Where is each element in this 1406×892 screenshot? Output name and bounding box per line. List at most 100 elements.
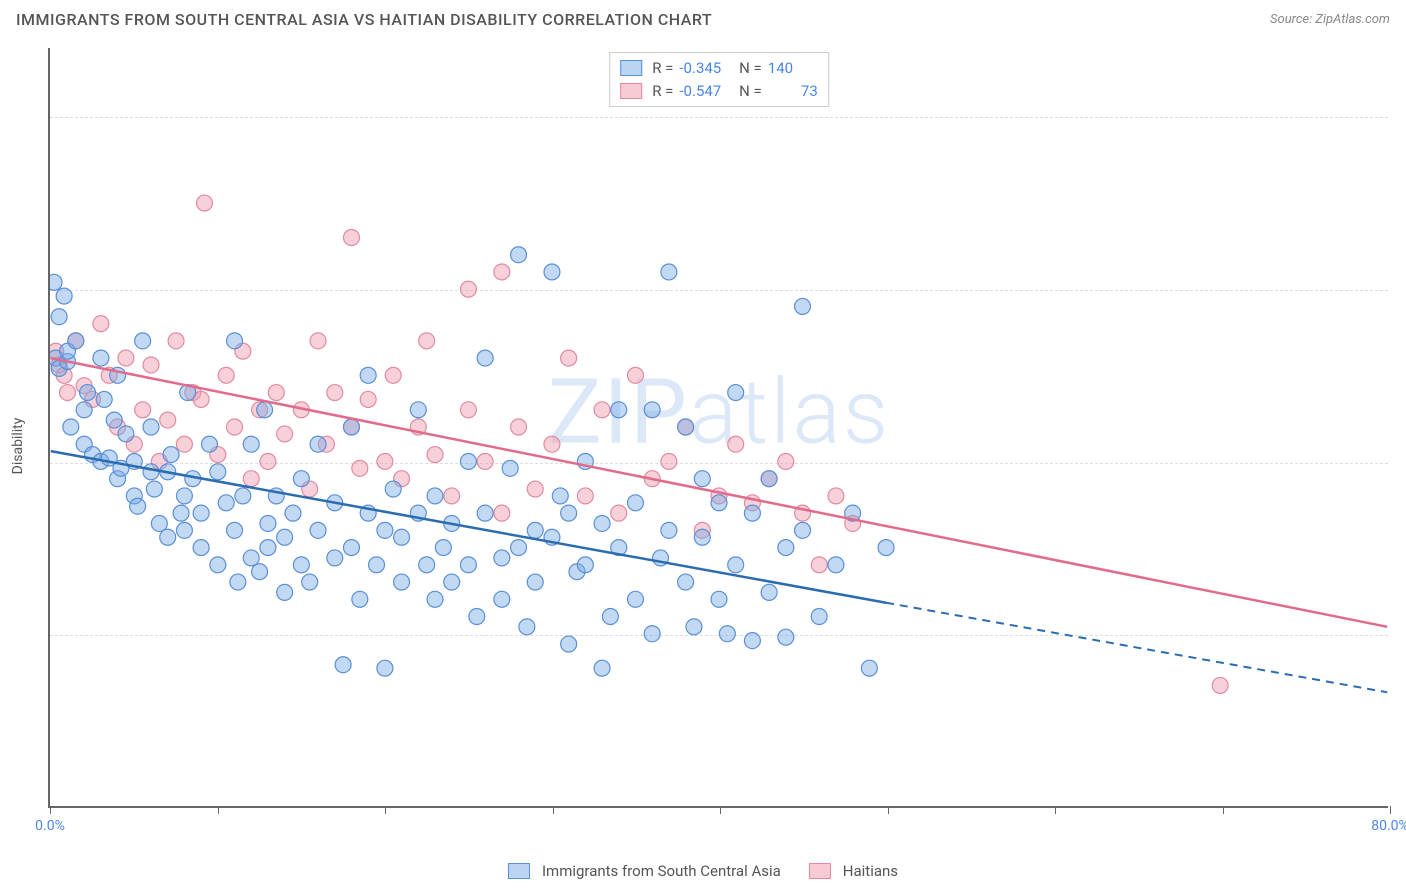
scatter-point (527, 522, 543, 538)
scatter-point (118, 350, 134, 366)
scatter-point (544, 264, 560, 280)
scatter-point (260, 540, 276, 556)
scatter-point (878, 540, 894, 556)
swatch-series-a (508, 863, 530, 879)
scatter-point (210, 557, 226, 573)
scatter-point (335, 657, 351, 673)
scatter-point (644, 626, 660, 642)
scatter-point (243, 550, 259, 566)
scatter-point (277, 426, 293, 442)
scatter-point (135, 333, 151, 349)
scatter-point (795, 298, 811, 314)
scatter-point (577, 557, 593, 573)
scatter-point (711, 495, 727, 511)
scatter-point (594, 515, 610, 531)
scatter-point (494, 550, 510, 566)
scatter-point (51, 309, 67, 325)
scatter-point (385, 481, 401, 497)
scatter-point (176, 522, 192, 538)
scatter-point (778, 453, 794, 469)
scatter-point (661, 264, 677, 280)
scatter-point (460, 281, 476, 297)
stat-n-value-a: 140 (768, 57, 818, 80)
scatter-point (352, 460, 368, 476)
stat-r-value-b: -0.547 (679, 80, 729, 103)
scatter-point (163, 447, 179, 463)
scatter-point (327, 550, 343, 566)
scatter-point (218, 367, 234, 383)
scatter-point (1212, 677, 1228, 693)
stat-r-value-a: -0.345 (679, 57, 729, 80)
scatter-point (719, 626, 735, 642)
bottom-legend: Immigrants from South Central Asia Haiti… (508, 862, 898, 880)
x-tick (720, 806, 721, 814)
scatter-point (146, 481, 162, 497)
scatter-point (59, 385, 75, 401)
scatter-point (427, 447, 443, 463)
chart-plot-area: ZIPatlas R = -0.345 N = 140 R = -0.547 N… (48, 48, 1388, 808)
scatter-point (260, 515, 276, 531)
x-tick-label: 0.0% (35, 818, 65, 834)
scatter-point (285, 505, 301, 521)
stats-row-series-a: R = -0.345 N = 140 (620, 57, 818, 80)
scatter-point (243, 436, 259, 452)
scatter-point (173, 505, 189, 521)
scatter-point (611, 505, 627, 521)
scatter-point (494, 505, 510, 521)
scatter-point (252, 564, 268, 580)
scatter-point (369, 557, 385, 573)
scatter-point (410, 402, 426, 418)
x-tick (385, 806, 386, 814)
scatter-point (511, 247, 527, 263)
scatter-point (227, 522, 243, 538)
scatter-point (293, 471, 309, 487)
stat-r-label: R = (652, 57, 673, 80)
scatter-point (444, 574, 460, 590)
scatter-point (644, 402, 660, 418)
scatter-point (435, 540, 451, 556)
legend-item-b: Haitians (809, 862, 898, 880)
scatter-point (711, 591, 727, 607)
scatter-point (160, 529, 176, 545)
scatter-point (93, 316, 109, 332)
stats-legend: R = -0.345 N = 140 R = -0.547 N = 73 (609, 52, 829, 107)
scatter-point (151, 515, 167, 531)
x-tick (1055, 806, 1056, 814)
scatter-point (761, 471, 777, 487)
scatter-point (811, 557, 827, 573)
scatter-point (327, 385, 343, 401)
scatter-point (460, 402, 476, 418)
scatter-point (260, 453, 276, 469)
swatch-series-b (809, 863, 831, 879)
scatter-point (76, 402, 92, 418)
scatter-point (661, 522, 677, 538)
scatter-point (627, 367, 643, 383)
scatter-point (460, 557, 476, 573)
stat-n-label: N = (735, 80, 761, 103)
scatter-point (678, 419, 694, 435)
scatter-point (627, 591, 643, 607)
scatter-point (106, 412, 122, 428)
scatter-point (385, 367, 401, 383)
scatter-point (343, 230, 359, 246)
scatter-point (50, 274, 62, 290)
stat-n-value-b: 73 (768, 80, 818, 103)
scatter-point (419, 557, 435, 573)
scatter-point (477, 505, 493, 521)
scatter-point (561, 636, 577, 652)
scatter-point (168, 333, 184, 349)
scatter-point (193, 505, 209, 521)
scatter-point (694, 529, 710, 545)
x-tick (1390, 806, 1391, 814)
legend-label-b: Haitians (843, 862, 898, 880)
scatter-point (310, 436, 326, 452)
scatter-point (377, 522, 393, 538)
scatter-point (377, 660, 393, 676)
scatter-point (511, 540, 527, 556)
legend-item-a: Immigrants from South Central Asia (508, 862, 781, 880)
scatter-point (235, 488, 251, 504)
scatter-point (477, 350, 493, 366)
scatter-point (686, 619, 702, 635)
scatter-point (544, 436, 560, 452)
scatter-point (352, 591, 368, 607)
